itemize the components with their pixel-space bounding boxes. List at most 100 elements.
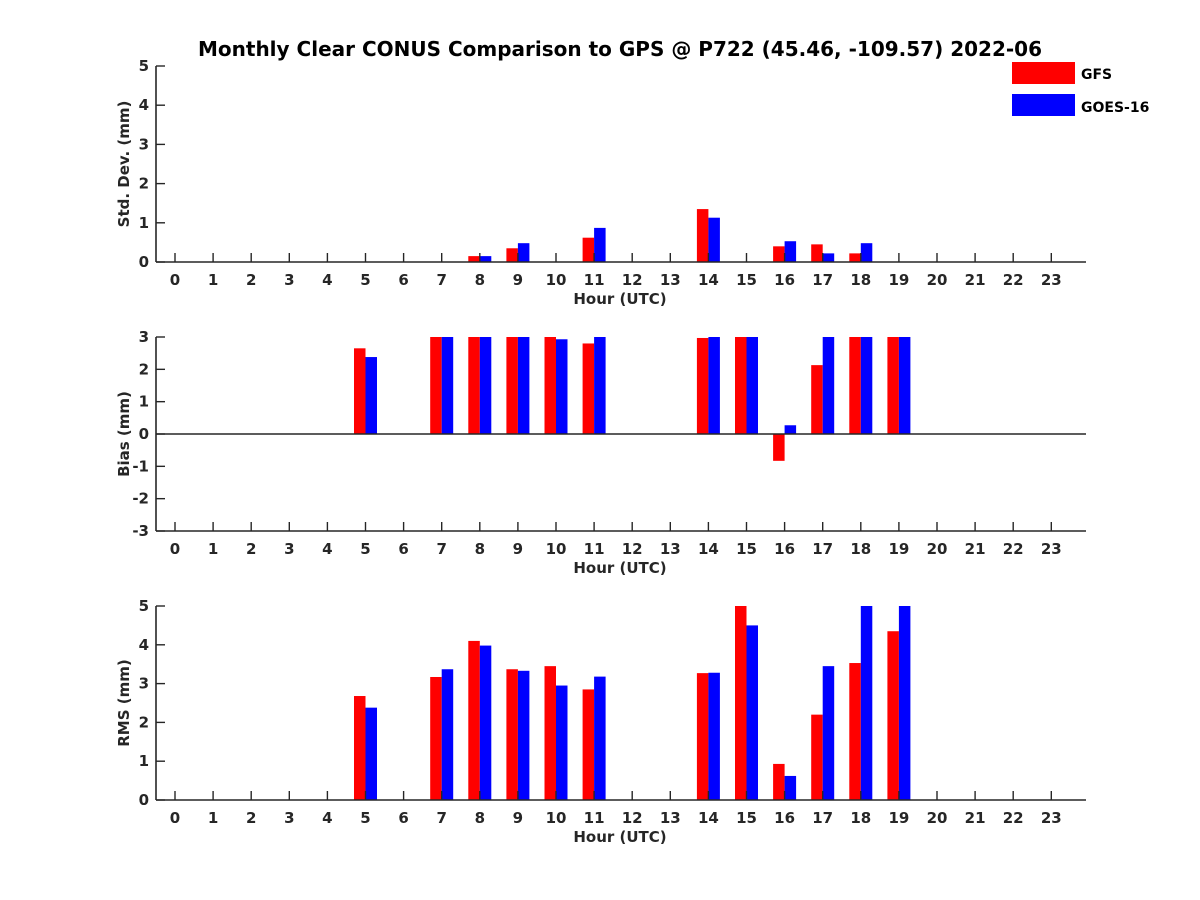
rms-bar-goes16-hour-18 [860, 606, 873, 800]
rms-bar-goes16-hour-10 [556, 685, 568, 800]
bias-xtick-label: 17 [812, 540, 833, 558]
stddev-bar-goes16-hour-8 [479, 256, 492, 262]
rms-xtick-label: 18 [850, 809, 871, 827]
rms-bar-goes16-hour-17 [822, 666, 835, 800]
bias-ytick-label: -3 [132, 522, 149, 540]
bias-bar-gfs-hour-14 [696, 337, 709, 434]
bias-xtick-label: 21 [965, 540, 986, 558]
stddev-xtick-label: 20 [927, 271, 948, 289]
stddev-xtick-label: 16 [774, 271, 795, 289]
bias-bar-goes16-hour-5 [365, 357, 377, 434]
rms-xtick-label: 11 [584, 809, 605, 827]
stddev-xtick-label: 8 [475, 271, 485, 289]
rms-xtick-label: 8 [475, 809, 485, 827]
stddev-ylabel: Std. Dev. (mm) [115, 101, 133, 228]
bias-xtick-label: 11 [584, 540, 605, 558]
rms-bar-gfs-hour-16 [773, 763, 785, 800]
rms-xtick-label: 17 [812, 809, 833, 827]
rms-xtick-label: 20 [927, 809, 948, 827]
rms-bar-gfs-hour-8 [468, 640, 480, 800]
rms-xtick-label: 19 [888, 809, 909, 827]
bias-xtick-label: 9 [513, 540, 523, 558]
rms-bar-goes16-hour-16 [784, 775, 797, 800]
bias-bar-gfs-hour-18 [849, 337, 861, 434]
bias-bar-goes16-hour-10 [556, 339, 568, 434]
stddev-bar-gfs-hour-17 [811, 244, 823, 262]
stddev-xtick-label: 12 [622, 271, 643, 289]
stddev-xtick-label: 23 [1041, 271, 1062, 289]
stddev-bar-goes16-hour-18 [860, 243, 873, 262]
bias-bar-gfs-hour-16 [773, 434, 785, 461]
bias-xtick-label: 4 [322, 540, 332, 558]
stddev-xtick-label: 21 [965, 271, 986, 289]
bias-xtick-label: 1 [208, 540, 218, 558]
rms-ytick-label: 1 [139, 752, 149, 770]
bias-bar-gfs-hour-8 [468, 337, 480, 434]
rms-xtick-label: 7 [436, 809, 446, 827]
rms-bar-gfs-hour-17 [811, 714, 823, 800]
stddev-xtick-label: 17 [812, 271, 833, 289]
rms-ytick-label: 5 [139, 597, 149, 615]
bias-ytick-label: -2 [132, 490, 149, 508]
bias-xtick-label: 10 [546, 540, 567, 558]
bias-bar-goes16-hour-8 [479, 337, 492, 434]
bias-bar-gfs-hour-11 [582, 343, 595, 434]
bias-bar-gfs-hour-15 [735, 337, 747, 434]
stddev-xtick-label: 11 [584, 271, 605, 289]
stddev-bar-gfs-hour-9 [506, 248, 518, 262]
bias-ylabel: Bias (mm) [115, 391, 133, 477]
rms-ytick-label: 0 [139, 791, 149, 809]
bias-xtick-label: 18 [850, 540, 871, 558]
stddev-xtick-label: 15 [736, 271, 757, 289]
rms-xtick-label: 6 [398, 809, 408, 827]
stddev-xtick-label: 2 [246, 271, 256, 289]
stddev-ytick-label: 4 [139, 96, 149, 114]
rms-ytick-label: 2 [139, 713, 149, 731]
bias-bar-gfs-hour-9 [506, 337, 518, 434]
bias-bar-gfs-hour-5 [354, 348, 366, 434]
stddev-ytick-label: 2 [139, 175, 149, 193]
legend-swatch-goes16 [1012, 94, 1075, 116]
figure-title: Monthly Clear CONUS Comparison to GPS @ … [198, 37, 1042, 61]
stddev-bar-goes16-hour-9 [517, 243, 530, 262]
stddev-xtick-label: 1 [208, 271, 218, 289]
bias-bar-goes16-hour-16 [784, 425, 797, 434]
stddev-bar-goes16-hour-16 [784, 241, 797, 262]
bias-ytick-label: 1 [139, 393, 149, 411]
rms-bar-goes16-hour-5 [365, 707, 377, 800]
rms-xtick-label: 0 [170, 809, 180, 827]
rms-xtick-label: 10 [546, 809, 567, 827]
stddev-xtick-label: 10 [546, 271, 567, 289]
bias-xtick-label: 16 [774, 540, 795, 558]
stddev-xtick-label: 5 [360, 271, 370, 289]
rms-xtick-label: 14 [698, 809, 719, 827]
legend: GFS GOES-16 [1012, 62, 1149, 116]
stddev-xtick-label: 22 [1003, 271, 1024, 289]
bias-xtick-label: 0 [170, 540, 180, 558]
stddev-bar-goes16-hour-17 [822, 253, 835, 262]
bias-bar-gfs-hour-7 [430, 337, 442, 434]
rms-bar-goes16-hour-8 [479, 645, 492, 800]
rms-xtick-label: 13 [660, 809, 681, 827]
bias-bar-gfs-hour-19 [887, 337, 899, 434]
rms-bar-goes16-hour-11 [594, 676, 606, 800]
stddev-xtick-label: 13 [660, 271, 681, 289]
bias-xtick-label: 7 [436, 540, 446, 558]
bias-xtick-label: 15 [736, 540, 757, 558]
bias-bar-goes16-hour-15 [746, 337, 758, 434]
bias-xtick-label: 6 [398, 540, 408, 558]
rms-xtick-label: 21 [965, 809, 986, 827]
rms-bar-gfs-hour-18 [849, 663, 861, 800]
stddev-xtick-label: 4 [322, 271, 332, 289]
bias-bar-gfs-hour-10 [544, 337, 556, 434]
bias-bar-goes16-hour-11 [594, 337, 606, 434]
legend-label-goes16: GOES-16 [1081, 100, 1149, 116]
bias-xtick-label: 22 [1003, 540, 1024, 558]
rms-bar-gfs-hour-15 [735, 606, 747, 800]
rms-xtick-label: 22 [1003, 809, 1024, 827]
bias-ytick-label: 2 [139, 360, 149, 378]
bias-bar-goes16-hour-19 [898, 337, 911, 434]
